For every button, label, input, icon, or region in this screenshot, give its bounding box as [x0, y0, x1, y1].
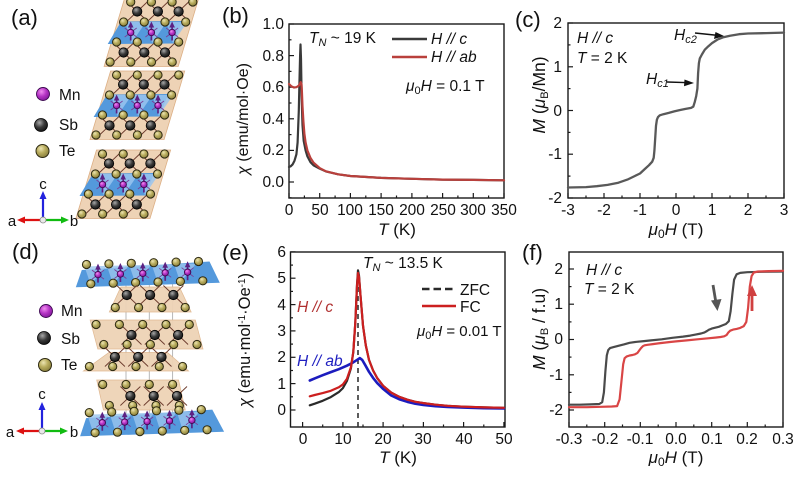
svg-text:3: 3 — [277, 323, 286, 340]
svg-text:2: 2 — [554, 261, 563, 278]
svg-text:(e): (e) — [222, 240, 249, 265]
svg-text:0.1: 0.1 — [701, 431, 723, 448]
svg-text:(c): (c) — [515, 7, 541, 32]
svg-text:Hc1: Hc1 — [646, 71, 669, 90]
svg-text:50: 50 — [311, 202, 329, 219]
svg-text:5: 5 — [277, 270, 286, 287]
svg-text:H // c: H // c — [431, 31, 467, 48]
svg-text:0: 0 — [553, 103, 562, 120]
svg-text:1: 1 — [277, 376, 286, 393]
svg-text:Hc2: Hc2 — [674, 27, 697, 46]
svg-text:a: a — [8, 213, 17, 230]
svg-text:Sb: Sb — [61, 331, 80, 348]
svg-text:0: 0 — [285, 202, 294, 219]
svg-text:0.0: 0.0 — [262, 174, 284, 191]
svg-text:Mn: Mn — [59, 87, 81, 104]
svg-text:(f): (f) — [522, 240, 543, 265]
svg-text:T = 2 K: T = 2 K — [584, 281, 635, 298]
svg-text:c: c — [39, 176, 47, 193]
svg-text:10: 10 — [334, 431, 352, 448]
svg-text:T (K): T (K) — [379, 448, 417, 467]
svg-text:2: 2 — [744, 202, 753, 219]
svg-text:2: 2 — [277, 349, 286, 366]
svg-text:4: 4 — [277, 297, 286, 314]
svg-text:0.0: 0.0 — [665, 431, 687, 448]
svg-text:40: 40 — [455, 431, 473, 448]
svg-text:μ0H (T): μ0H (T) — [648, 220, 704, 241]
svg-text:TN ~ 13.5 K: TN ~ 13.5 K — [363, 255, 444, 274]
svg-text:b: b — [70, 424, 78, 441]
svg-text:0: 0 — [554, 331, 563, 348]
svg-text:ZFC: ZFC — [460, 282, 490, 299]
svg-text:-1: -1 — [633, 202, 647, 219]
svg-text:-0.2: -0.2 — [592, 431, 619, 448]
svg-text:(b): (b) — [222, 3, 249, 28]
svg-text:1: 1 — [553, 59, 562, 76]
svg-text:H // c: H // c — [577, 30, 613, 47]
svg-text:30: 30 — [414, 431, 432, 448]
svg-text:-0.3: -0.3 — [556, 431, 583, 448]
svg-text:0: 0 — [277, 402, 286, 419]
svg-text:Mn: Mn — [61, 303, 83, 320]
svg-text:100: 100 — [337, 202, 363, 219]
svg-text:FC: FC — [460, 299, 481, 316]
svg-text:200: 200 — [399, 202, 425, 219]
svg-text:-2: -2 — [597, 202, 611, 219]
svg-text:1: 1 — [554, 296, 563, 313]
svg-text:-1: -1 — [549, 367, 563, 384]
svg-text:μ0H (T): μ0H (T) — [648, 448, 704, 469]
svg-text:b: b — [70, 213, 78, 230]
svg-text:χ (emu/mol·Oe): χ (emu/mol·Oe) — [235, 63, 252, 177]
svg-text:150: 150 — [368, 202, 394, 219]
svg-text:T = 2 K: T = 2 K — [577, 50, 628, 67]
svg-text:1: 1 — [708, 202, 717, 219]
svg-text:-2: -2 — [549, 402, 563, 419]
svg-text:1.0: 1.0 — [262, 16, 284, 33]
svg-text:0.4: 0.4 — [262, 111, 284, 128]
svg-text:TN ~ 19 K: TN ~ 19 K — [309, 30, 377, 49]
svg-text:250: 250 — [430, 202, 456, 219]
svg-text:μ0H = 0.01 T: μ0H = 0.01 T — [416, 323, 502, 342]
svg-text:M (μB/Mn): M (μB/Mn) — [529, 56, 551, 133]
svg-text:Sb: Sb — [59, 117, 78, 134]
svg-text:χ (emu·mol-1·Oe-1): χ (emu·mol-1·Oe-1) — [236, 273, 254, 409]
svg-text:0.2: 0.2 — [262, 142, 284, 159]
svg-text:-1: -1 — [548, 146, 562, 163]
svg-text:H // c: H // c — [297, 299, 333, 316]
svg-text:350: 350 — [491, 202, 517, 219]
svg-text:(a): (a) — [11, 5, 38, 30]
svg-text:300: 300 — [460, 202, 486, 219]
svg-text:c: c — [38, 386, 46, 403]
svg-text:T (K): T (K) — [378, 220, 416, 239]
svg-text:0.6: 0.6 — [262, 79, 284, 96]
svg-text:(d): (d) — [12, 239, 39, 264]
svg-text:0.3: 0.3 — [772, 431, 794, 448]
svg-text:H // ab: H // ab — [297, 353, 343, 370]
svg-text:Te: Te — [61, 357, 77, 374]
svg-text:0: 0 — [299, 431, 308, 448]
svg-text:3: 3 — [780, 202, 789, 219]
svg-text:-2: -2 — [548, 190, 562, 207]
svg-text:2: 2 — [553, 15, 562, 32]
svg-text:a: a — [6, 424, 15, 441]
svg-text:20: 20 — [374, 431, 392, 448]
svg-text:Te: Te — [59, 143, 75, 160]
svg-text:0: 0 — [672, 202, 681, 219]
svg-text:50: 50 — [495, 431, 513, 448]
svg-text:H // ab: H // ab — [431, 49, 477, 66]
svg-text:-3: -3 — [561, 202, 575, 219]
svg-text:-0.1: -0.1 — [627, 431, 654, 448]
svg-text:M (μB / f.u): M (μB / f.u) — [529, 288, 551, 370]
svg-text:0.2: 0.2 — [736, 431, 758, 448]
svg-text:6: 6 — [277, 244, 286, 261]
svg-text:0.8: 0.8 — [262, 48, 284, 65]
svg-text:μ0H = 0.1 T: μ0H = 0.1 T — [405, 78, 485, 97]
svg-text:H // c: H // c — [586, 262, 622, 279]
